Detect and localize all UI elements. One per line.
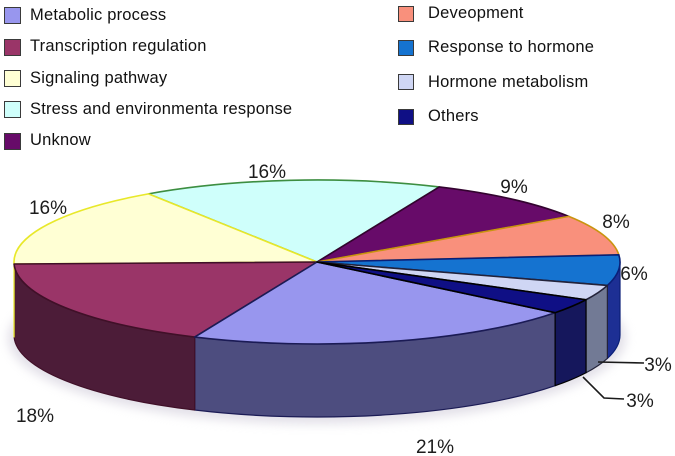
- legend-label: Others: [428, 106, 479, 125]
- percent-label: 21%: [416, 437, 454, 456]
- percent-label: 16%: [248, 162, 286, 183]
- percent-label: 9%: [500, 177, 528, 198]
- pie-slice-wall: [554, 299, 587, 387]
- legend-label: Metabolic process: [30, 6, 167, 24]
- percent-label: 8%: [602, 212, 630, 233]
- legend-item: Deveopment: [398, 4, 594, 24]
- legend-item: Response to hormone: [398, 38, 594, 58]
- pie-slice: [147, 179, 441, 263]
- pie-slice: [316, 215, 620, 263]
- pie-slice: [13, 193, 318, 265]
- pie-slice: [193, 261, 556, 345]
- legend-swatch: [4, 7, 21, 25]
- legend-swatch: [398, 108, 414, 125]
- legend-swatch: [4, 69, 21, 87]
- legend-item: Stress and environmenta response: [4, 100, 292, 120]
- legend-item: Signaling pathway: [4, 69, 292, 89]
- legend-label: Hormone metabolism: [428, 72, 589, 91]
- legend-swatch: [4, 101, 21, 119]
- legend-swatch: [398, 40, 414, 57]
- legend-item: Hormone metabolism: [398, 73, 594, 93]
- leader-line: [582, 376, 625, 400]
- legend-label: Stress and environmenta response: [30, 99, 293, 118]
- pie-slice: [316, 186, 570, 263]
- percent-label: 3%: [644, 355, 672, 376]
- percent-label: 16%: [29, 198, 67, 219]
- pie-slice: [316, 261, 587, 314]
- percent-label: 18%: [16, 406, 54, 427]
- legend-item: Unknow: [4, 131, 292, 151]
- legend-label: Transcription regulation: [30, 37, 207, 56]
- legend-item: Others: [398, 107, 594, 127]
- leader-line: [597, 361, 645, 364]
- legend-swatch: [398, 5, 414, 22]
- legend-column-right: Deveopment Response to hormone Hormone met…: [398, 4, 594, 127]
- legend-label: Response to hormone: [428, 38, 595, 57]
- legend-item: Transcription regulation: [4, 37, 292, 57]
- legend-swatch: [4, 38, 21, 56]
- legend-label: Signaling pathway: [30, 68, 168, 87]
- percent-label: 3%: [626, 391, 654, 412]
- percent-label: 6%: [620, 264, 648, 285]
- legend-label: Deveopment: [428, 4, 524, 22]
- legend-label: Unknow: [30, 131, 91, 150]
- legend-swatch: [4, 132, 21, 150]
- pie-slice: [13, 261, 318, 338]
- legend-swatch: [398, 74, 414, 91]
- legend-column-left: Metabolic process Transcription regulatio…: [4, 6, 292, 151]
- legend-item: Metabolic process: [4, 6, 292, 26]
